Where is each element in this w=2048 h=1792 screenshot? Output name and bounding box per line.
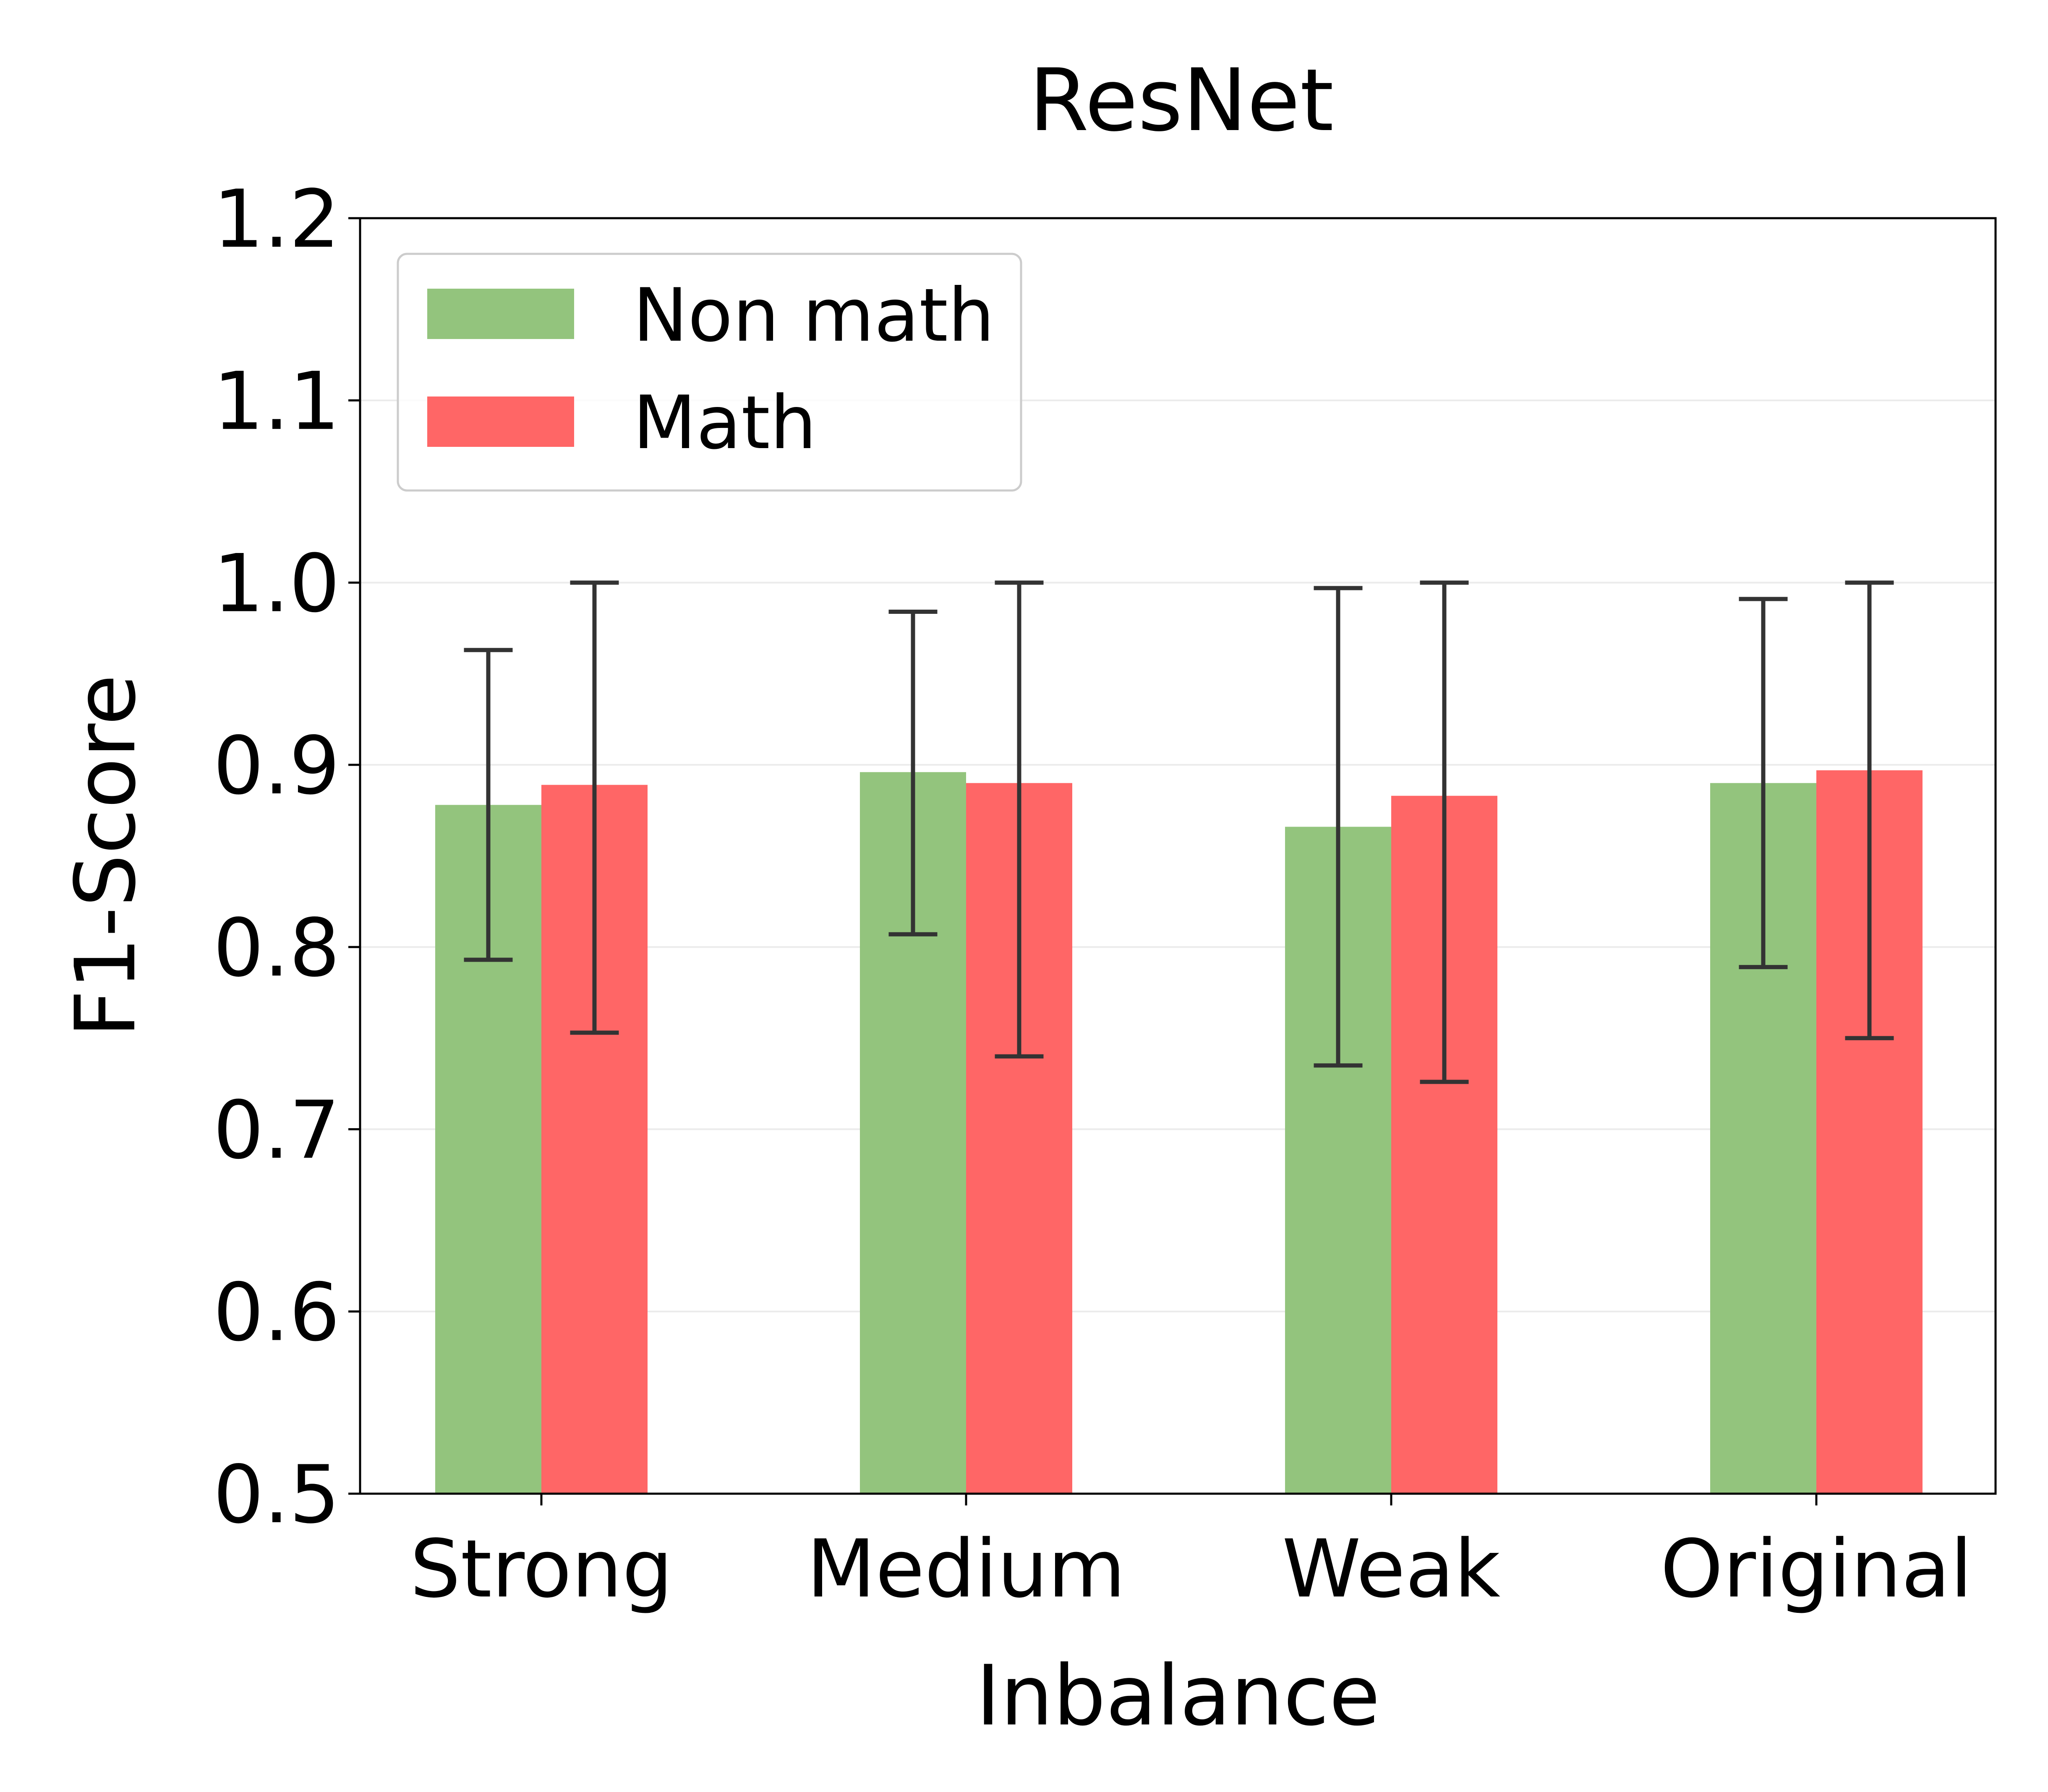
- y-tick-label: 0.8: [213, 902, 340, 994]
- x-axis: Strong Medium Weak Original: [410, 1494, 1972, 1615]
- error-bars: [464, 580, 1894, 1084]
- plot-frame: [359, 217, 1997, 1495]
- y-axis: 0.5 0.6 0.7 0.8 0.9 1.0 1.1 1.2: [213, 173, 360, 1541]
- error-bar-math-medium: [995, 580, 1044, 1059]
- error-bar-non-math-weak: [1314, 586, 1363, 1068]
- x-tick-label-original: Original: [1660, 1523, 1972, 1615]
- y-tick-label: 1.0: [213, 537, 340, 630]
- error-bar-math-original: [1845, 580, 1894, 1041]
- x-tick-label-medium: Medium: [807, 1523, 1126, 1615]
- error-bar-math-weak: [1420, 580, 1469, 1084]
- y-axis-title: F1-Score: [57, 674, 154, 1038]
- error-bar-non-math-original: [1739, 597, 1788, 969]
- error-bar-math-strong: [570, 580, 619, 1035]
- error-bar-non-math-strong: [464, 648, 513, 962]
- x-tick-label-strong: Strong: [410, 1523, 673, 1615]
- y-tick-label: 0.7: [213, 1084, 340, 1176]
- legend-label-math: Math: [633, 381, 817, 466]
- y-tick-label: 1.2: [213, 173, 340, 266]
- x-tick-label-weak: Weak: [1282, 1523, 1500, 1615]
- bars: [435, 770, 1923, 1494]
- error-bar-non-math-medium: [888, 610, 938, 936]
- legend-label-non-math: Non math: [633, 273, 995, 358]
- legend-swatch-math: [427, 396, 574, 447]
- chart-title: ResNet: [1029, 51, 1334, 151]
- legend: Non math Math: [397, 253, 1022, 492]
- y-tick-label: 0.5: [213, 1448, 340, 1541]
- legend-swatch-non-math: [427, 289, 574, 339]
- y-tick-label: 0.9: [213, 720, 340, 812]
- y-tick-label: 1.1: [213, 355, 340, 448]
- y-tick-label: 0.6: [213, 1266, 340, 1359]
- x-axis-title: Inbalance: [976, 1647, 1380, 1744]
